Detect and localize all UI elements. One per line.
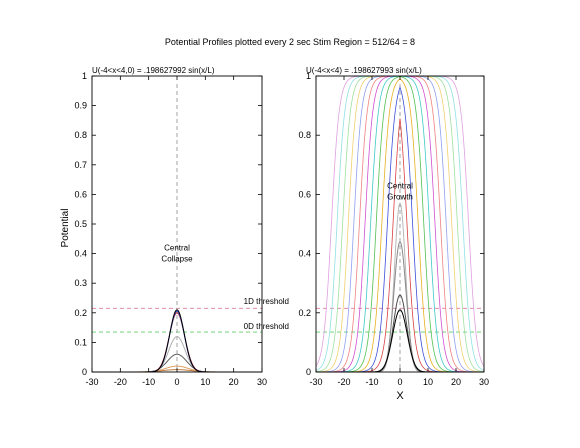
left-y-tick-label: 0.6 (74, 189, 87, 199)
right-x-tick-label: 30 (479, 377, 489, 387)
left-x-tick-label: -30 (85, 377, 98, 387)
right-x-tick-label: 20 (451, 377, 461, 387)
y-axis-label: Potential (60, 209, 71, 248)
left-x-tick-label: 20 (229, 377, 239, 387)
right-y-tick-label: 0.6 (298, 189, 311, 199)
left-annotation-text: Collapse (161, 255, 193, 264)
left-y-tick-label: 0.4 (74, 249, 87, 259)
right-y-tick-label: 0.4 (298, 249, 311, 259)
right-y-tick-label: 0.8 (298, 130, 311, 140)
x-axis-label: X (396, 390, 404, 402)
right-x-tick-label: -20 (337, 377, 350, 387)
left-x-tick-label: -20 (114, 377, 127, 387)
left-series-line (92, 309, 262, 373)
right-y-tick-label: 0 (306, 367, 311, 377)
right-x-tick-label: -30 (309, 377, 322, 387)
right-annotation-text: Growth (387, 192, 413, 201)
right-y-tick-label: 1 (306, 71, 311, 81)
left-x-tick-label: -10 (142, 377, 155, 387)
left-y-tick-label: 0.5 (74, 219, 87, 229)
left-series-line (92, 312, 262, 373)
right-x-tick-label: 0 (397, 377, 402, 387)
right-x-tick-label: 10 (423, 377, 433, 387)
figure-title: Potential Profiles plotted every 2 sec S… (165, 37, 415, 47)
right-annotation-text: Central (387, 181, 413, 190)
left-x-tick-label: 10 (200, 377, 210, 387)
left-y-tick-label: 0.2 (74, 308, 87, 318)
threshold-1d-label: 1D threshold (244, 297, 289, 306)
left-y-tick-label: 0.9 (74, 101, 87, 111)
left-series-line (92, 310, 262, 373)
threshold-0d-label: 0D threshold (244, 322, 289, 331)
left-y-tick-label: 0.7 (74, 160, 87, 170)
left-y-tick-label: 1 (82, 71, 87, 81)
right-x-tick-label: -10 (365, 377, 378, 387)
left-y-tick-label: 0 (82, 367, 87, 377)
left-panel-subtitle: U(-4<x<4,0) = .198627992 sin(x/L) (92, 66, 215, 75)
left-x-tick-label: 0 (174, 377, 179, 387)
left-annotation-text: Central (164, 244, 190, 253)
right-chart-panel: -30 -20 -10 0 10 20 30 0 0.2 0.4 0.6 0.8 1 Central Gro… (298, 71, 489, 387)
left-y-tick-label: 0.1 (74, 337, 87, 347)
right-series-line (316, 309, 484, 373)
right-panel-subtitle: U(-4<x<4) = .198627993 sin(x/L) (306, 66, 422, 75)
left-chart-panel: -30 -20 -10 0 10 20 30 0 0.1 0.2 0.3 0.4 0.5 0.6 0.7 0.… (74, 71, 267, 387)
left-y-tick-label: 0.3 (74, 278, 87, 288)
left-y-tick-label: 0.8 (74, 130, 87, 140)
left-x-tick-label: 30 (257, 377, 267, 387)
right-y-tick-label: 0.2 (298, 308, 311, 318)
